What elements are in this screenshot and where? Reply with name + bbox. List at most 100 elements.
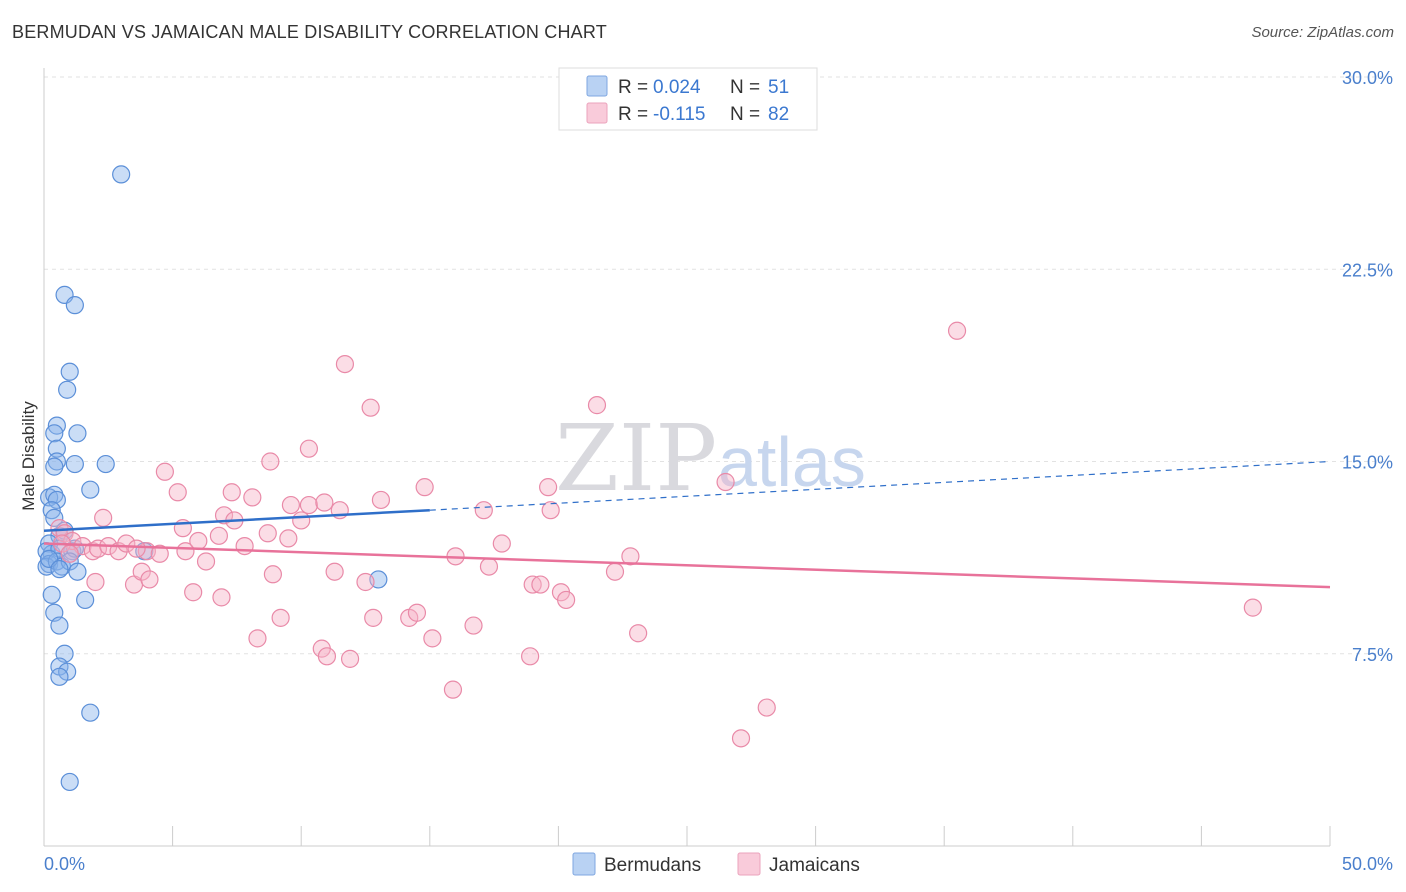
point-jamaicans bbox=[731, 729, 751, 748]
point-bermudans bbox=[60, 772, 79, 792]
y-axis-label: Male Disability bbox=[19, 401, 38, 511]
point-jamaicans bbox=[407, 603, 427, 622]
point-jamaicans bbox=[150, 544, 169, 563]
point-bermudans bbox=[50, 667, 69, 686]
point-jamaicans bbox=[605, 562, 625, 581]
point-jamaicans bbox=[315, 493, 334, 512]
point-bermudans bbox=[45, 508, 64, 527]
trend-line-bermudans bbox=[43, 508, 430, 532]
point-bermudans bbox=[60, 552, 79, 571]
point-bermudans bbox=[45, 485, 64, 504]
point-bermudans bbox=[58, 380, 77, 399]
point-jamaicans bbox=[86, 572, 105, 592]
legend-r-label-1: R = bbox=[618, 77, 648, 98]
chart-source: Source: ZipAtlas.com bbox=[1251, 24, 1394, 41]
trend-line-jamaicans bbox=[43, 542, 1331, 589]
legend-swatch-bermudans bbox=[586, 75, 608, 97]
legend-n-label-2: N = bbox=[730, 104, 760, 125]
point-jamaicans bbox=[757, 698, 776, 717]
chart-title: BERMUDAN VS JAMAICAN MALE DISABILITY COR… bbox=[12, 22, 607, 42]
trend-lines bbox=[43, 460, 1331, 589]
point-bermudans bbox=[47, 439, 66, 458]
point-jamaicans bbox=[716, 472, 735, 492]
point-bermudans bbox=[42, 585, 61, 604]
point-jamaicans bbox=[557, 590, 576, 610]
point-bermudans bbox=[60, 362, 79, 381]
point-jamaicans bbox=[335, 354, 355, 374]
point-jamaicans bbox=[292, 511, 311, 530]
point-jamaicans bbox=[474, 501, 493, 520]
legend-r-value-1: 0.024 bbox=[653, 77, 701, 98]
point-jamaicans bbox=[317, 647, 337, 666]
point-jamaicans bbox=[281, 495, 301, 515]
watermark-atlas: atlas bbox=[718, 423, 866, 501]
point-jamaicans bbox=[523, 575, 542, 594]
data-points bbox=[37, 165, 1262, 792]
point-jamaicans bbox=[263, 565, 283, 584]
point-jamaicans bbox=[361, 398, 380, 417]
legend-n-value-2: 82 bbox=[768, 104, 789, 125]
point-jamaicans bbox=[132, 562, 151, 581]
point-jamaicans bbox=[629, 624, 648, 643]
legend-r-value-2: -0.115 bbox=[653, 104, 705, 125]
point-jamaicans bbox=[127, 539, 146, 558]
y-tick-label: 7.5% bbox=[1352, 645, 1393, 665]
point-jamaicans bbox=[371, 490, 391, 510]
y-tick-label: 15.0% bbox=[1342, 453, 1393, 473]
trend-line-bermudans-extension bbox=[429, 460, 1331, 511]
point-jamaicans bbox=[464, 616, 483, 635]
point-jamaicans bbox=[1243, 598, 1262, 617]
point-bermudans bbox=[65, 296, 84, 315]
point-jamaicans bbox=[168, 483, 187, 502]
point-bermudans bbox=[76, 590, 95, 610]
point-bermudans bbox=[50, 560, 69, 579]
point-jamaicans bbox=[60, 544, 79, 563]
x-axis-ticks bbox=[43, 826, 1331, 846]
point-bermudans bbox=[47, 452, 66, 471]
point-jamaicans bbox=[947, 321, 967, 340]
point-jamaicans bbox=[140, 570, 159, 589]
point-jamaicans bbox=[587, 396, 607, 415]
legend-r-label-2: R = bbox=[618, 104, 648, 125]
point-jamaicans bbox=[50, 519, 69, 538]
point-bermudans bbox=[45, 424, 64, 443]
y-tick-labels: 7.5% 15.0% 22.5% 30.0% bbox=[1342, 68, 1393, 665]
point-jamaicans bbox=[212, 588, 231, 607]
correlation-legend: R = 0.024 N = 51 R = -0.115 N = 82 bbox=[558, 67, 818, 131]
point-jamaicans bbox=[325, 562, 344, 581]
point-jamaicans bbox=[356, 572, 375, 592]
point-jamaicans bbox=[243, 488, 262, 507]
point-jamaicans bbox=[415, 478, 434, 497]
point-jamaicans bbox=[222, 483, 241, 502]
point-bermudans bbox=[45, 457, 64, 476]
point-bermudans bbox=[50, 616, 69, 635]
x-tick-label-min: 0.0% bbox=[44, 854, 85, 874]
point-jamaicans bbox=[94, 508, 113, 527]
legend-swatch-jamaicans bbox=[586, 102, 608, 124]
point-bermudans bbox=[81, 480, 100, 499]
watermark-zip: ZIP bbox=[555, 405, 717, 512]
point-jamaicans bbox=[279, 529, 298, 548]
point-jamaicans bbox=[531, 575, 550, 594]
legend-n-value-1: 51 bbox=[768, 77, 789, 98]
point-jamaicans bbox=[541, 501, 560, 520]
legend-n-label-1: N = bbox=[730, 77, 760, 98]
bottom-legend-swatch-bermudans bbox=[572, 852, 596, 876]
point-jamaicans bbox=[209, 526, 228, 545]
point-jamaicans bbox=[299, 439, 319, 458]
point-jamaicans bbox=[155, 462, 174, 481]
point-jamaicans bbox=[189, 531, 208, 551]
bottom-legend-swatch-jamaicans bbox=[737, 852, 761, 876]
point-jamaicans bbox=[479, 557, 499, 576]
point-jamaicans bbox=[364, 608, 383, 627]
point-jamaicans bbox=[443, 680, 463, 699]
point-bermudans bbox=[96, 454, 115, 474]
point-jamaicans bbox=[261, 452, 280, 471]
point-jamaicans bbox=[423, 629, 442, 648]
point-bermudans bbox=[47, 490, 66, 510]
point-jamaicans bbox=[492, 534, 511, 553]
bottom-legend-bermudans: Bermudans bbox=[604, 855, 701, 876]
point-bermudans bbox=[68, 562, 87, 581]
point-jamaicans bbox=[340, 649, 360, 668]
